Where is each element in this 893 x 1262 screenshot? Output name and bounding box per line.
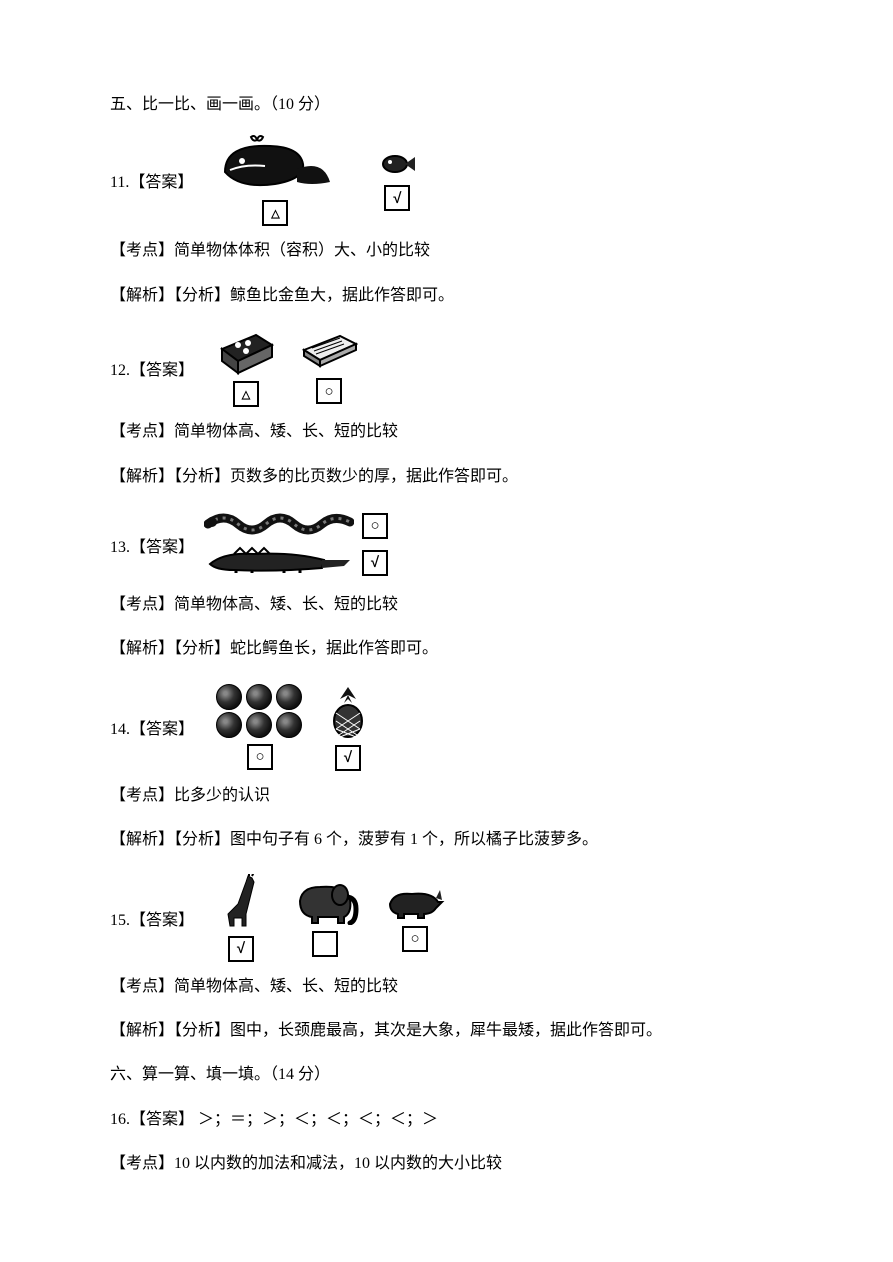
q13-top-mark-box: ○ [362, 513, 388, 539]
q13-croc-row: √ [204, 546, 388, 580]
q11-whale-figure: △ [215, 134, 335, 226]
q14-right-mark-box: √ [335, 745, 361, 771]
q16-kaodian: 【考点】10 以内数的加法和减法，10 以内数的大小比较 [110, 1149, 783, 1179]
q13-bottom-mark-box: √ [362, 550, 388, 576]
q15-mark1-box: √ [228, 936, 254, 962]
q15-giraffe-figure: √ [216, 874, 266, 962]
q11-right-mark-box: √ [384, 185, 410, 211]
oranges-icon [216, 684, 304, 738]
giraffe-icon [216, 874, 266, 930]
q15-elephant-figure [290, 879, 360, 957]
q12-right-mark-box: ○ [316, 378, 342, 404]
q14-kaodian: 【考点】比多少的认识 [110, 781, 783, 811]
thin-book-icon [300, 332, 358, 372]
q14-oranges-figure: ○ [216, 684, 304, 770]
q13-snake-row: ○ [204, 510, 388, 542]
q11-jiexi: 【解析】【分析】鲸鱼比金鱼大，据此作答即可。 [110, 281, 783, 311]
section-6-heading: 六、算一算、填一填。（14 分） [110, 1060, 783, 1090]
q12-row: 12.【答案】 △ ○ [110, 329, 783, 407]
pineapple-icon [328, 683, 368, 739]
worksheet-page: 五、比一比、画一画。（10 分） 11.【答案】 △ [0, 0, 893, 1262]
q15-mark2-box [312, 931, 338, 957]
goldfish-icon [377, 149, 417, 179]
q12-thick-book-figure: △ [216, 329, 276, 407]
q12-kaodian: 【考点】简单物体高、矮、长、短的比较 [110, 417, 783, 447]
q15-rhino-figure: ○ [384, 884, 446, 952]
q15-jiexi: 【解析】【分析】图中，长颈鹿最高，其次是大象，犀牛最矮，据此作答即可。 [110, 1016, 783, 1046]
q12-left-mark-box: △ [233, 381, 259, 407]
q12-label: 12.【答案】 [110, 356, 194, 380]
q15-kaodian: 【考点】简单物体高、矮、长、短的比较 [110, 972, 783, 1002]
q15-mark3-box: ○ [402, 926, 428, 952]
q11-row: 11.【答案】 △ √ [110, 134, 783, 226]
q15-label: 15.【答案】 [110, 906, 194, 930]
q14-left-mark-box: ○ [247, 744, 273, 770]
rhino-icon [384, 884, 446, 920]
q12-jiexi: 【解析】【分析】页数多的比页数少的厚，据此作答即可。 [110, 462, 783, 492]
q13-kaodian: 【考点】简单物体高、矮、长、短的比较 [110, 590, 783, 620]
q11-kaodian: 【考点】简单物体体积（容积）大、小的比较 [110, 236, 783, 266]
q11-left-mark-box: △ [262, 200, 288, 226]
q14-label: 14.【答案】 [110, 715, 194, 739]
q14-pineapple-figure: √ [328, 683, 368, 771]
q12-thin-book-figure: ○ [300, 332, 358, 404]
q14-row: 14.【答案】 ○ √ [110, 683, 783, 771]
q16-answer: 16.【答案】 ＞；＝；＞；＜；＜；＜；＜；＞ [110, 1105, 783, 1135]
q13-jiexi: 【解析】【分析】蛇比鳄鱼长，据此作答即可。 [110, 634, 783, 664]
section-5-heading: 五、比一比、画一画。（10 分） [110, 90, 783, 120]
q15-row: 15.【答案】 √ [110, 874, 783, 962]
q11-label: 11.【答案】 [110, 168, 193, 192]
elephant-icon [290, 879, 360, 925]
snake-icon [204, 510, 354, 536]
q14-jiexi: 【解析】【分析】图中句子有 6 个，菠萝有 1 个，所以橘子比菠萝多。 [110, 825, 783, 855]
q13-row: 13.【答案】 ○ [110, 510, 783, 580]
whale-icon [215, 134, 335, 194]
q13-label: 13.【答案】 [110, 533, 194, 557]
q11-goldfish-figure: √ [377, 149, 417, 211]
thick-book-icon [216, 329, 276, 375]
crocodile-icon [204, 546, 354, 574]
